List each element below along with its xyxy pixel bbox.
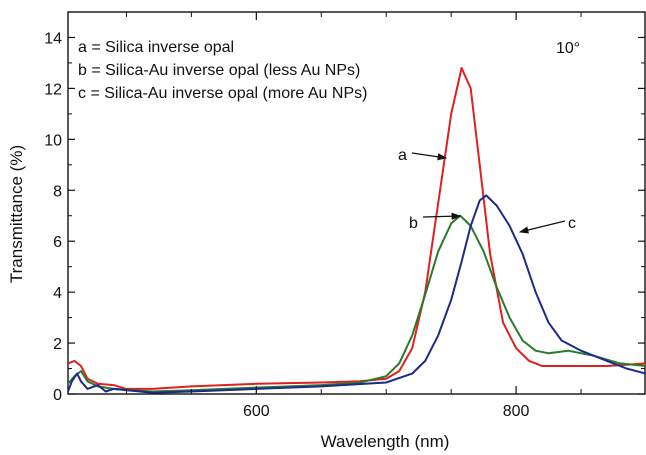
x-axis-label: Wavelength (nm) xyxy=(321,432,450,451)
y-tick-label-8: 8 xyxy=(53,183,62,200)
arrow-label-c: c xyxy=(568,215,576,232)
arrow-a xyxy=(411,152,448,161)
arrows-layer xyxy=(411,152,566,234)
x-tick-label-600: 600 xyxy=(243,403,270,420)
legend-entry-b: b = Silica-Au inverse opal (less Au NPs) xyxy=(78,62,360,79)
series-line-c xyxy=(67,194,646,394)
y-tick-label-12: 12 xyxy=(44,81,62,98)
series-line-b xyxy=(67,214,646,393)
y-tick-label-14: 14 xyxy=(44,30,62,47)
arrow-label-a: a xyxy=(398,147,407,164)
y-tick-label-2: 2 xyxy=(53,336,62,353)
legend-entry-c: c = Silica-Au inverse opal (more Au NPs) xyxy=(78,85,367,102)
arrow-b xyxy=(422,212,462,220)
series-layer xyxy=(67,67,646,394)
y-tick-label-10: 10 xyxy=(44,132,62,149)
x-tick-label-800: 800 xyxy=(503,403,530,420)
plot-area xyxy=(67,11,646,395)
labels-layer: Wavelength (nm) Transmittance (%) 10° a … xyxy=(7,39,580,451)
angle-annotation: 10° xyxy=(556,40,580,57)
y-axis-label: Transmittance (%) xyxy=(7,145,26,283)
arrow-label-b: b xyxy=(409,215,418,232)
plot-frame xyxy=(67,11,646,395)
y-tick-label-6: 6 xyxy=(53,234,62,251)
arrow-c xyxy=(518,220,566,234)
legend-entry-a: a = Silica inverse opal xyxy=(78,39,234,56)
series-line-a xyxy=(67,67,646,390)
y-tick-label-4: 4 xyxy=(53,285,62,302)
ticks-layer: 0 2 4 6 8 10 12 14 600 800 xyxy=(44,12,645,420)
y-tick-label-0: 0 xyxy=(53,387,62,404)
